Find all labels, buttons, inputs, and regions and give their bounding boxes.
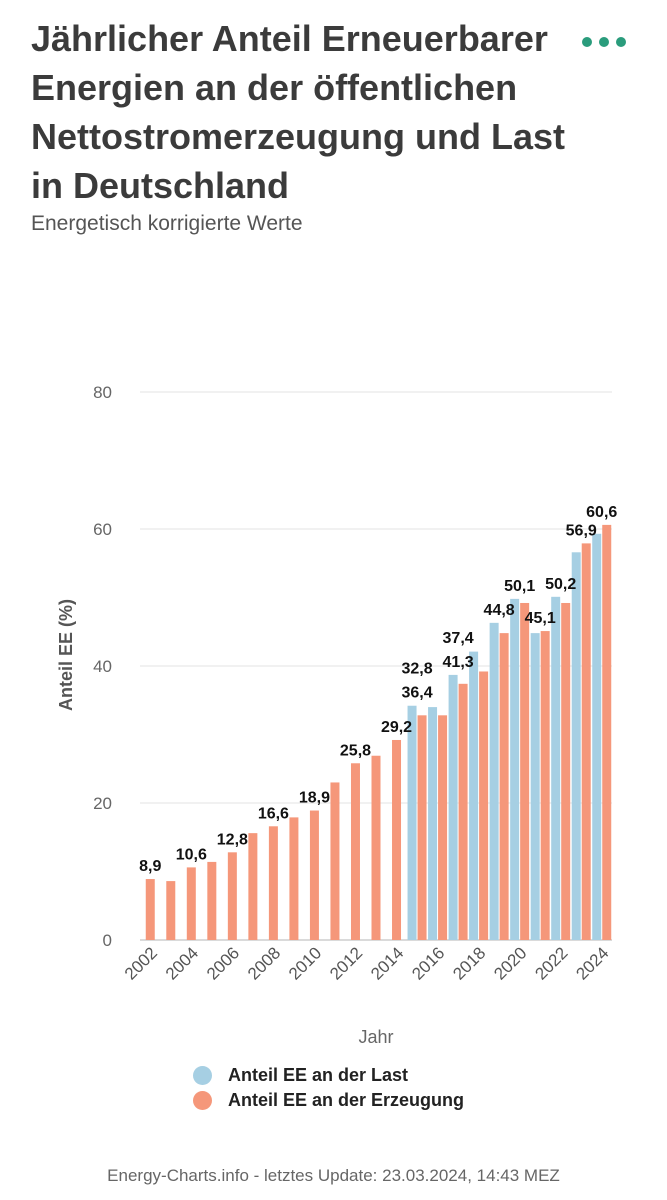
bar-generation xyxy=(520,602,530,940)
data-label: 60,6 xyxy=(586,504,617,521)
x-tick-label: 2012 xyxy=(326,943,366,983)
data-label: 8,9 xyxy=(139,858,161,875)
data-label: 25,8 xyxy=(340,742,371,759)
data-label: 32,8 xyxy=(401,661,432,678)
bar-generation xyxy=(330,782,340,940)
bar-load xyxy=(551,596,561,940)
x-axis-ticks: 2002 2004 2006 2008 2010 2012 2014 2016 2018 2020… xyxy=(121,943,613,983)
chart-legend: Anteil EE an der Last Anteil EE an der E… xyxy=(193,1063,464,1113)
bar-generation xyxy=(145,879,155,940)
data-label: 29,2 xyxy=(381,719,412,736)
x-tick-label: 2024 xyxy=(572,943,612,983)
data-label: 16,6 xyxy=(258,805,289,822)
x-tick-label: 2018 xyxy=(449,943,489,983)
bar-generation xyxy=(268,826,278,940)
bar-load xyxy=(489,622,499,940)
bar-generation xyxy=(350,763,360,940)
legend-item-load[interactable]: Anteil EE an der Last xyxy=(193,1063,464,1088)
data-label: 10,6 xyxy=(176,846,207,863)
data-label: 56,9 xyxy=(566,522,597,539)
dot-icon xyxy=(582,37,592,47)
x-tick-label: 2002 xyxy=(121,943,161,983)
bar-generation xyxy=(479,671,489,940)
y-tick-label: 0 xyxy=(103,931,112,950)
x-tick-label: 2022 xyxy=(531,943,571,983)
legend-swatch-generation xyxy=(193,1091,212,1110)
bar-load xyxy=(407,705,417,940)
x-tick-label: 2004 xyxy=(162,943,202,983)
bar-load xyxy=(448,674,458,940)
bar-load xyxy=(530,633,540,940)
more-dots-icon[interactable] xyxy=(582,30,626,54)
bar-generation xyxy=(289,817,299,940)
legend-item-generation[interactable]: Anteil EE an der Erzeugung xyxy=(193,1088,464,1113)
bar-generation xyxy=(371,755,381,940)
bar-load xyxy=(428,707,438,940)
footer-source: Energy-Charts.info - letztes Update: 23.… xyxy=(107,1166,560,1185)
x-tick-label: 2010 xyxy=(285,943,325,983)
y-axis-ticks: 0 20 40 60 80 xyxy=(93,383,112,950)
y-tick-label: 60 xyxy=(93,520,112,539)
bar-load xyxy=(510,598,520,940)
data-label: 36,4 xyxy=(401,685,432,702)
bar-generation xyxy=(458,683,468,940)
bar-generation xyxy=(602,524,612,940)
x-tick-label: 2014 xyxy=(367,943,407,983)
data-label: 50,1 xyxy=(504,578,535,595)
data-label: 18,9 xyxy=(299,790,330,807)
bar-load xyxy=(469,651,479,940)
bar-generation xyxy=(186,867,196,940)
bar-generation xyxy=(227,852,237,940)
bar-generation xyxy=(207,861,217,940)
bar-generation xyxy=(561,602,571,940)
data-label: 50,2 xyxy=(545,576,576,593)
chart-subtitle: Energetisch korrigierte Werte xyxy=(31,212,303,235)
bar-generation xyxy=(166,881,176,940)
bar-generation xyxy=(540,631,550,940)
bar-generation xyxy=(581,543,591,940)
bar-load xyxy=(592,533,602,940)
dot-icon xyxy=(599,37,609,47)
y-axis-label: Anteil EE (%) xyxy=(56,599,76,711)
y-tick-label: 20 xyxy=(93,794,112,813)
y-tick-label: 80 xyxy=(93,383,112,402)
legend-swatch-load xyxy=(193,1066,212,1085)
bar-chart: 0 20 40 60 80 8,9 10,6 12,8 16,6 18,9 25,8 29,2 36,… xyxy=(56,383,617,1047)
bar-generation xyxy=(248,833,258,940)
bar-generation xyxy=(309,810,319,940)
legend-label-generation: Anteil EE an der Erzeugung xyxy=(228,1090,465,1110)
legend-label-load: Anteil EE an der Last xyxy=(228,1065,409,1085)
bar-generation xyxy=(438,715,448,940)
bars xyxy=(145,524,612,940)
x-tick-label: 2006 xyxy=(203,943,243,983)
data-label: 44,8 xyxy=(484,602,515,619)
bar-generation xyxy=(392,739,402,940)
bar-load xyxy=(571,552,581,940)
y-tick-label: 40 xyxy=(93,657,112,676)
data-labels: 8,9 10,6 12,8 16,6 18,9 25,8 29,2 36,4 32,8 41,3 3… xyxy=(139,504,617,875)
x-tick-label: 2020 xyxy=(490,943,530,983)
data-label: 37,4 xyxy=(443,630,474,647)
data-label: 41,3 xyxy=(443,654,474,671)
x-axis-label: Jahr xyxy=(358,1027,393,1047)
dot-icon xyxy=(616,37,626,47)
bar-generation xyxy=(417,715,427,940)
bar-generation xyxy=(499,633,509,940)
data-label: 12,8 xyxy=(217,831,248,848)
data-label: 45,1 xyxy=(525,610,556,627)
page-title: Jährlicher Anteil Erneuerbarer Energien … xyxy=(31,18,566,206)
x-tick-label: 2008 xyxy=(244,943,284,983)
x-tick-label: 2016 xyxy=(408,943,448,983)
